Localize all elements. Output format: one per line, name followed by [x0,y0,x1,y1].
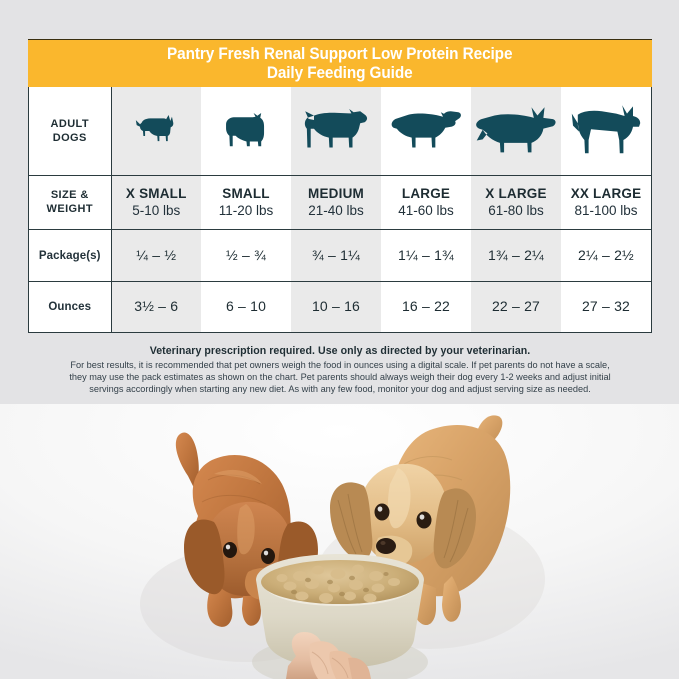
ounces-value-x-large: 22 – 27 [491,298,541,315]
page-title: Pantry Fresh Renal Support Low Protein R… [167,44,513,83]
size-name-xx-large: XX LARGE [570,186,642,202]
dog-silhouette-great-dane-icon [571,105,641,154]
dog-silhouette-shepherd-icon [476,107,556,153]
ounces-cell-x-large: 22 – 27 [471,281,561,332]
silhouette-cell-x-small [111,87,201,176]
product-lifestyle-photo [0,404,679,679]
feeding-table: ADULT DOGS [29,87,651,332]
size-cell-small: SMALL 11-20 lbs [201,175,291,231]
packages-value-x-large: 1¾ – 2¼ [488,246,544,263]
size-name-x-small: X SMALL [125,186,187,202]
size-weight-line-1: SIZE & [50,189,89,202]
size-cell-large: LARGE 41-60 lbs [381,175,471,231]
ounces-value-x-small: 3½ – 6 [134,298,179,315]
row-label-adult-dogs: ADULT DOGS [29,87,112,176]
packages-cell-small: ½ – ¾ [201,229,291,283]
silhouette-cell-x-large [471,87,561,176]
size-weight-xx-large: 81-100 lbs [574,203,638,219]
row-label-ounces: Ounces [29,281,112,332]
disclaimer-heading: Veterinary prescription required. Use on… [149,345,531,357]
size-cell-medium: MEDIUM 21-40 lbs [291,175,381,231]
table-row-size-weight: SIZE & WEIGHT X SMALL 5-10 lbs SMALL 11-… [29,175,651,231]
title-banner: Pantry Fresh Renal Support Low Protein R… [28,39,652,87]
size-name-x-large: X LARGE [485,186,547,202]
feeding-table-container: ADULT DOGS [28,87,652,333]
two-dogs-with-food-bowl-illustration [0,404,679,679]
packages-cell-large: 1¼ – 1¾ [381,229,471,283]
ounces-cell-x-small: 3½ – 6 [111,281,201,332]
row-label-size-weight: SIZE & WEIGHT [29,175,112,231]
row-label-packages: Package(s) [29,229,112,283]
packages-cell-medium: ¾ – 1¼ [291,229,381,283]
silhouette-cell-medium [291,87,381,176]
table-row-silhouettes: ADULT DOGS [29,87,651,176]
packages-label: Package(s) [38,249,101,262]
size-cell-x-large: X LARGE 61-80 lbs [471,175,561,231]
ounces-value-medium: 10 – 16 [311,298,361,315]
packages-value-xx-large: 2¼ – 2½ [578,246,634,263]
title-line-2: Daily Feeding Guide [267,63,413,82]
ounces-value-large: 16 – 22 [401,298,451,315]
packages-value-x-small: ¼ – ½ [136,246,177,263]
dog-silhouette-terrier-icon [304,108,368,148]
table-row-packages: Package(s) ¼ – ½ ½ – ¾ ¾ – 1¼ 1¼ – 1¾ 1¾… [29,229,651,283]
silhouette-cell-large [381,87,471,176]
adult-dogs-line-2: DOGS [52,131,87,144]
ounces-value-xx-large: 27 – 32 [581,298,631,315]
cream-dachshund [330,415,511,626]
packages-value-large: 1¼ – 1¾ [398,246,454,263]
disclaimer-block: Veterinary prescription required. Use on… [40,344,640,396]
ounces-value-small: 6 – 10 [225,298,267,315]
packages-value-medium: ¾ – 1¼ [312,246,360,263]
size-weight-line-2: WEIGHT [46,203,93,216]
packages-value-small: ½ – ¾ [226,246,266,263]
packages-cell-xx-large: 2¼ – 2½ [561,229,651,283]
size-weight-small: 11-20 lbs [218,203,274,219]
human-hand [286,632,371,679]
table-row-ounces: Ounces 3½ – 6 6 – 10 10 – 16 16 – 22 22 … [29,281,651,332]
title-line-1: Pantry Fresh Renal Support Low Protein R… [167,44,513,63]
silhouette-cell-small [201,87,291,176]
dog-silhouette-chihuahua-icon [136,114,174,142]
size-weight-medium: 21-40 lbs [308,203,364,219]
size-name-medium: MEDIUM [308,186,364,202]
size-weight-x-small: 5-10 lbs [132,203,181,219]
adult-dogs-line-1: ADULT [50,117,89,130]
size-cell-xx-large: XX LARGE 81-100 lbs [561,175,651,231]
packages-cell-x-large: 1¾ – 2¼ [471,229,561,283]
size-name-large: LARGE [401,186,451,202]
dog-silhouette-labrador-icon [391,111,461,148]
ounces-label: Ounces [48,301,92,314]
ounces-cell-large: 16 – 22 [381,281,471,332]
dog-silhouette-french-bulldog-icon [226,112,265,147]
ounces-cell-medium: 10 – 16 [291,281,381,332]
silhouette-cell-xx-large [561,87,651,176]
disclaimer-body: For best results, it is recommended that… [69,360,611,395]
size-weight-x-large: 61-80 lbs [488,203,544,219]
ounces-cell-small: 6 – 10 [201,281,291,332]
packages-cell-x-small: ¼ – ½ [111,229,201,283]
size-weight-large: 41-60 lbs [398,203,454,219]
size-name-small: SMALL [222,186,270,202]
size-cell-x-small: X SMALL 5-10 lbs [111,175,201,231]
ounces-cell-xx-large: 27 – 32 [561,281,651,332]
